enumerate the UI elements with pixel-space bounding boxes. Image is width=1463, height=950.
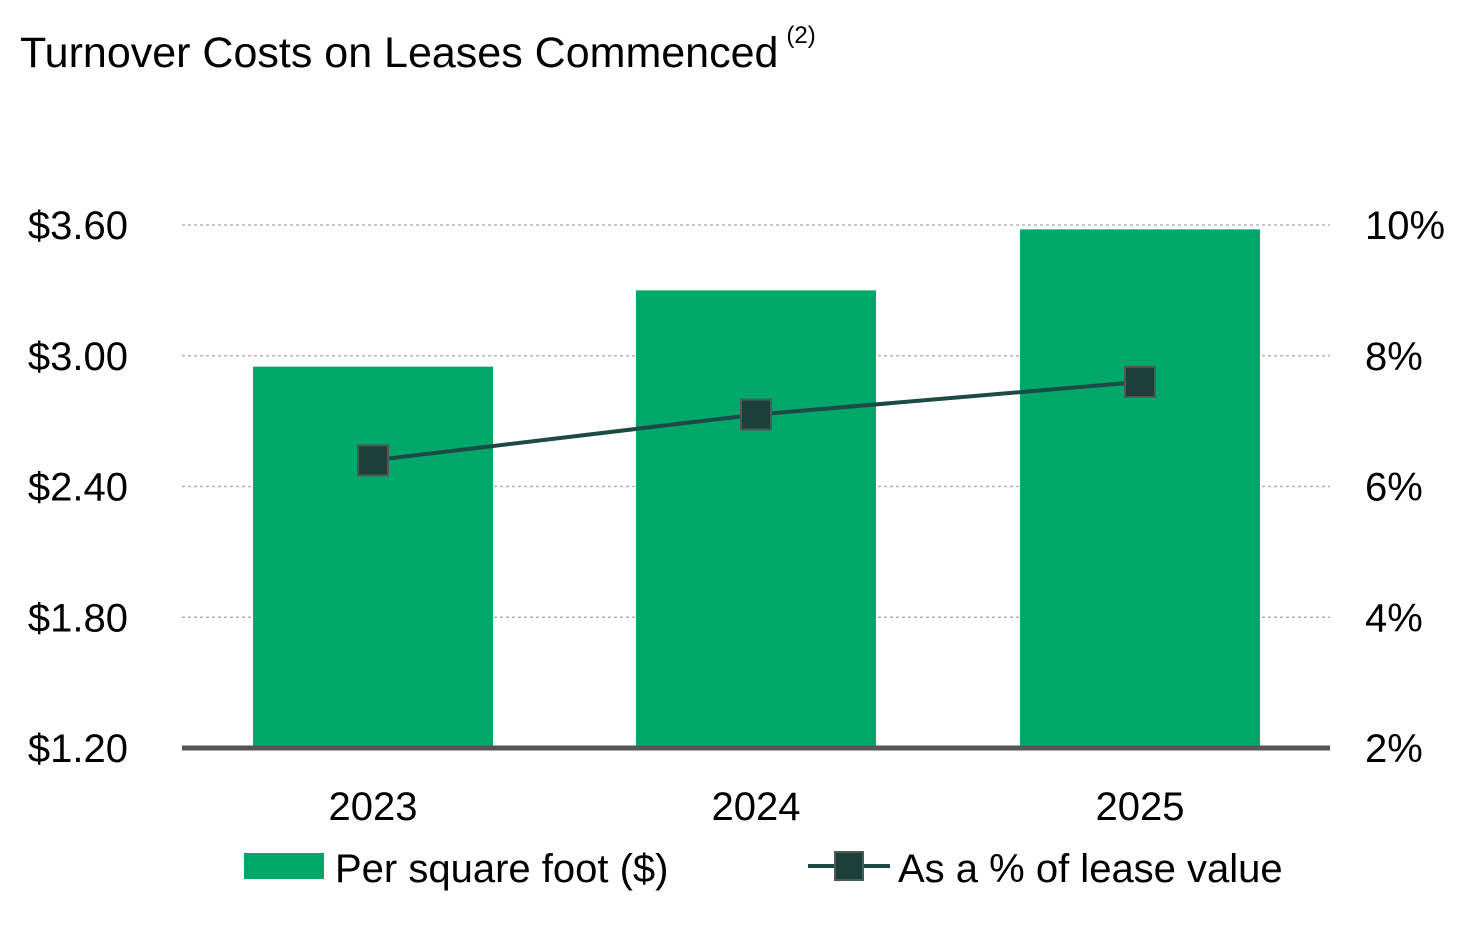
right-tick-label: 6%	[1365, 466, 1423, 510]
x-tick-label: 2024	[712, 785, 801, 829]
legend-swatch-bar	[244, 853, 324, 879]
bar-2024	[636, 290, 876, 748]
legend: Per square foot ($) As a % of lease value	[244, 847, 1283, 891]
line-marker-2025	[1124, 365, 1156, 398]
right-tick-label: 2%	[1365, 727, 1423, 771]
title-footnote: (2)	[786, 22, 816, 49]
legend-label-bar: Per square foot ($)	[335, 847, 669, 891]
bar-2025	[1020, 229, 1260, 748]
line-marker-2023	[357, 444, 389, 477]
line-marker-2024	[740, 398, 772, 431]
line-series	[357, 365, 1156, 477]
left-tick-label: $3.00	[28, 335, 128, 379]
left-tick-label: $1.80	[28, 596, 128, 640]
bar-2023	[253, 366, 493, 748]
right-tick-label: 8%	[1365, 335, 1423, 379]
x-tick-label: 2025	[1096, 785, 1185, 829]
chart-title-text: Turnover Costs on Leases Commenced	[20, 29, 779, 77]
left-y-axis: $1.20 $1.80 $2.40 $3.00 $3.60	[28, 204, 128, 771]
right-y-axis: 2% 4% 6% 8% 10%	[1365, 204, 1445, 771]
x-axis: 2023 2024 2025	[329, 785, 1185, 829]
left-tick-label: $1.20	[28, 727, 128, 771]
chart-title: Turnover Costs on Leases Commenced (2)	[20, 24, 816, 75]
left-tick-label: $2.40	[28, 466, 128, 510]
legend-marker-swatch	[834, 851, 864, 881]
right-tick-label: 10%	[1365, 204, 1445, 248]
right-tick-label: 4%	[1365, 596, 1423, 640]
bar-series	[253, 229, 1260, 748]
legend-label-line: As a % of lease value	[898, 847, 1283, 891]
x-tick-label: 2023	[329, 785, 418, 829]
left-tick-label: $3.60	[28, 204, 128, 248]
